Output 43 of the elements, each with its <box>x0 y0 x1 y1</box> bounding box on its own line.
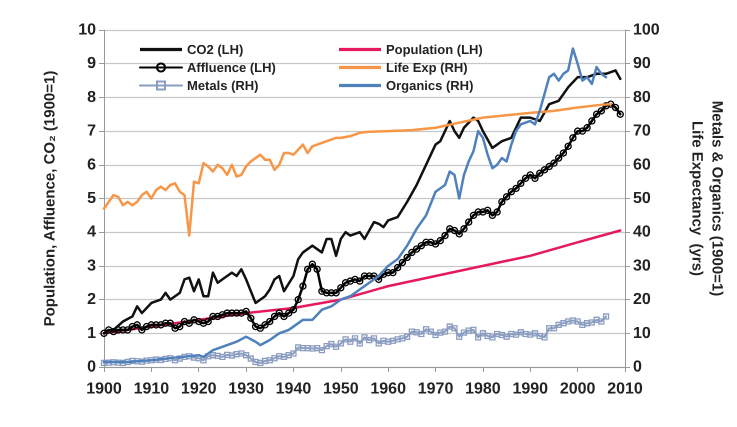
y-tick-label: 4 <box>87 224 96 241</box>
x-tick-label: 1980 <box>465 380 501 398</box>
y2-tick-label: 100 <box>633 22 660 38</box>
x-tick-label: 1950 <box>323 380 359 398</box>
x-tick-label: 1990 <box>512 380 548 398</box>
y2-axis-title: Metals & Organics (1900=1) Life Expectancy (yrs) <box>688 100 726 296</box>
y-tick-label: 5 <box>87 190 96 207</box>
legend-label: Population (LH) <box>386 42 483 57</box>
y-tick-label: 6 <box>87 156 96 174</box>
y-tick-label: 3 <box>87 257 96 274</box>
x-tick-label: 1970 <box>418 380 454 398</box>
y2-tick-label: 80 <box>633 88 651 106</box>
y2-tick-label: 10 <box>633 324 651 342</box>
y-tick-label: 0 <box>87 358 96 376</box>
y-tick-label: 7 <box>87 122 96 140</box>
x-tick-label: 1920 <box>180 380 217 398</box>
y2-tick-label: 50 <box>633 190 651 207</box>
legend-label: Metals (RH) <box>187 78 259 93</box>
legend-label: Organics (RH) <box>386 78 474 93</box>
y2-tick-label: 60 <box>633 156 651 174</box>
y-tick-label: 10 <box>78 22 96 38</box>
legend-label: Life Exp (RH) <box>386 60 468 75</box>
legend-label: CO2 (LH) <box>187 42 244 57</box>
y-tick-label: 9 <box>87 55 96 72</box>
y2-tick-label: 90 <box>633 55 651 72</box>
y2-tick-label: 30 <box>633 257 651 274</box>
y-axis-title: Population, Affluence, CO₂ (1900=1) <box>42 70 58 326</box>
x-tick-label: 2010 <box>607 380 643 398</box>
y2-tick-label: 0 <box>633 358 642 376</box>
legend-label: Affluence (LH) <box>187 60 276 75</box>
x-tick-label: 1930 <box>228 380 264 398</box>
y2-tick-label: 70 <box>633 122 651 140</box>
x-tick-label: 2000 <box>560 380 596 398</box>
y2-tick-label: 20 <box>633 291 651 308</box>
y-tick-label: 8 <box>87 88 96 106</box>
y-tick-label: 2 <box>87 291 96 308</box>
x-tick-label: 1960 <box>370 380 406 398</box>
x-tick-label: 1910 <box>134 380 170 398</box>
x-tick-label: 1940 <box>276 380 312 398</box>
y-tick-label: 1 <box>87 324 96 342</box>
line-series <box>102 102 612 237</box>
x-tick-label: 1900 <box>86 380 122 398</box>
y2-tick-label: 40 <box>633 224 651 241</box>
